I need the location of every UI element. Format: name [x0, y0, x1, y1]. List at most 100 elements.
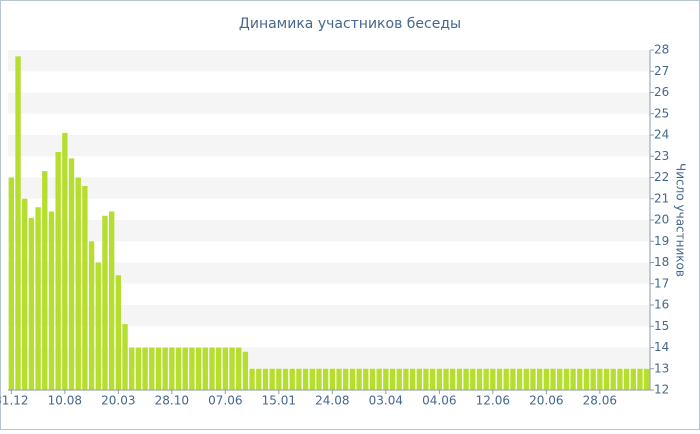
grid-band [8, 220, 650, 242]
bar [229, 347, 235, 390]
bar [209, 347, 215, 390]
bar [115, 275, 122, 390]
bar [563, 368, 570, 390]
bar [35, 207, 41, 390]
bar [409, 368, 416, 390]
grid-band [8, 50, 650, 72]
bar [570, 368, 576, 390]
bar [22, 198, 28, 390]
bar [637, 368, 643, 390]
bar [396, 368, 402, 390]
bar [316, 368, 322, 390]
bar [256, 368, 262, 390]
y-tick-label: 17 [654, 276, 669, 290]
y-tick-label: 23 [654, 149, 669, 163]
bar [363, 368, 369, 390]
y-tick-label: 25 [654, 106, 669, 120]
bar [309, 368, 315, 390]
y-tick-label: 14 [654, 340, 669, 354]
bar [95, 262, 101, 390]
x-tick-label: 28.06 [583, 394, 617, 408]
y-tick-label: 15 [654, 319, 669, 333]
bar [129, 347, 135, 390]
bar [530, 368, 536, 390]
bar [215, 347, 222, 390]
bar [536, 368, 543, 390]
bar [643, 368, 650, 390]
bar [142, 347, 148, 390]
y-axis-title: Число участников [674, 163, 688, 277]
x-tick-label: 15.01 [262, 394, 296, 408]
grid-band [8, 92, 650, 114]
bar [577, 368, 583, 390]
y-tick-label: 12 [654, 383, 669, 397]
x-tick-label: 20.03 [101, 394, 135, 408]
bar [590, 368, 596, 390]
y-tick-label: 16 [654, 298, 669, 312]
bar [88, 241, 95, 390]
bar [610, 368, 616, 390]
bar [470, 368, 476, 390]
bar [8, 177, 15, 390]
bar [236, 347, 242, 390]
grid-bands [8, 50, 650, 369]
bar [28, 217, 35, 390]
x-tick-label: 28.10 [155, 394, 189, 408]
bar [617, 368, 623, 390]
grid-band [8, 262, 650, 284]
bar [623, 368, 630, 390]
bar [456, 368, 463, 390]
y-tick-label: 18 [654, 255, 669, 269]
x-tick-label: 12.06 [476, 394, 510, 408]
bar [376, 368, 382, 390]
bar [450, 368, 456, 390]
bar [302, 368, 309, 390]
grid-band [8, 347, 650, 369]
bar [289, 368, 295, 390]
bar [269, 368, 275, 390]
bar [550, 368, 556, 390]
grid-band [8, 305, 650, 327]
x-tick-label: 07.06 [208, 394, 242, 408]
bar [55, 152, 61, 390]
x-tick-label: 04.06 [422, 394, 456, 408]
x-tick-label: 24.08 [315, 394, 349, 408]
bar [62, 132, 68, 390]
bar [182, 347, 188, 390]
x-tick-label: 20.06 [529, 394, 563, 408]
bar [82, 186, 88, 390]
bar [322, 368, 329, 390]
y-tick-label: 21 [654, 191, 669, 205]
bar [15, 56, 21, 390]
bar [490, 368, 496, 390]
y-tick-label: 27 [654, 64, 669, 78]
bar [155, 347, 162, 390]
bar [222, 347, 229, 390]
grid-band [8, 177, 650, 199]
bar [369, 368, 376, 390]
bar [242, 351, 249, 390]
bar [135, 347, 142, 390]
bar [483, 368, 489, 390]
bar [429, 368, 436, 390]
bar [583, 368, 590, 390]
bar [423, 368, 429, 390]
bar [195, 347, 202, 390]
bar [356, 368, 362, 390]
bar [443, 368, 449, 390]
bar [436, 368, 443, 390]
bar [149, 347, 155, 390]
bar [516, 368, 523, 390]
bar [336, 368, 342, 390]
bar [389, 368, 396, 390]
y-tick-label: 20 [654, 213, 669, 227]
bar [543, 368, 550, 390]
bar [108, 211, 115, 390]
bar [282, 368, 289, 390]
bar [189, 347, 195, 390]
bar [463, 368, 469, 390]
bar [523, 368, 529, 390]
bar [122, 324, 128, 390]
x-tick-label: 10.08 [48, 394, 82, 408]
y-tick-label: 19 [654, 234, 669, 248]
